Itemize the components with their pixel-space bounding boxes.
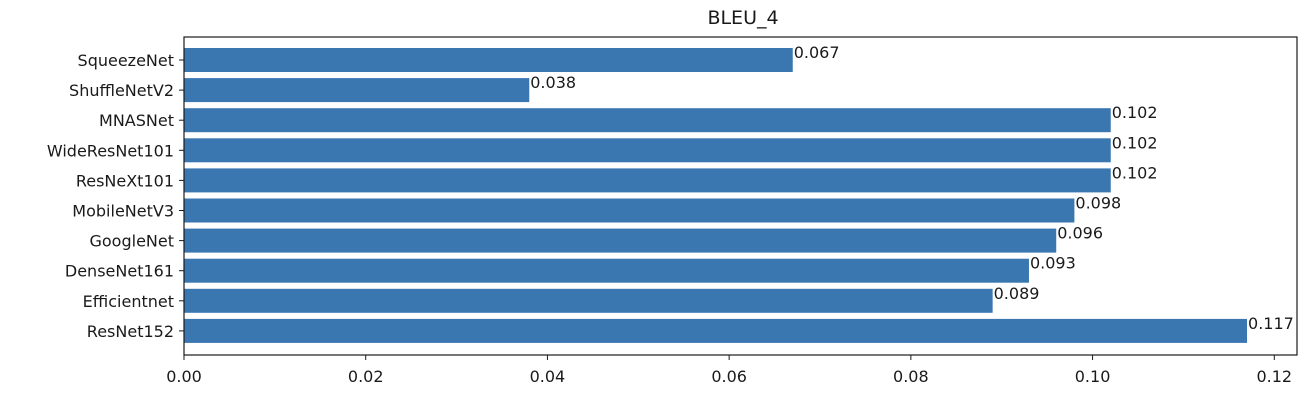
bars-group	[184, 48, 1248, 343]
y-tick-label: ResNet152	[87, 322, 174, 341]
bar-resnext101	[184, 168, 1111, 193]
bar-mobilenetv3	[184, 198, 1075, 223]
y-tick-labels: SqueezeNet ShuffleNetV2 MNASNet WideResNet1…	[47, 51, 184, 341]
y-tick-label: WideResNet101	[47, 141, 174, 160]
x-tick-label: 0.06	[711, 367, 747, 386]
bar-efficientnet	[184, 288, 993, 313]
x-tick-label: 0.00	[166, 367, 202, 386]
plot-frame	[183, 36, 1298, 356]
y-tick-label: GoogleNet	[89, 232, 174, 251]
data-label: 0.117	[1248, 314, 1294, 333]
data-label: 0.038	[530, 73, 576, 92]
y-tick-label: MNASNet	[99, 111, 174, 130]
data-labels: 0.067 0.038 0.102 0.102 0.102 0.098 0.096 0.093…	[530, 43, 1294, 333]
bar-resnet152	[184, 318, 1248, 343]
data-label: 0.102	[1112, 103, 1158, 122]
x-axis-ticks: 0.00 0.02 0.04 0.06 0.08 0.10 0.12	[166, 355, 1292, 386]
y-tick-label: DenseNet161	[65, 262, 174, 281]
y-tick-label: MobileNetV3	[72, 202, 174, 221]
y-tick-label: ResNeXt101	[76, 171, 174, 190]
data-label: 0.096	[1057, 224, 1103, 243]
bar-mnasnet	[184, 108, 1111, 133]
y-tick-label: SqueezeNet	[78, 51, 174, 70]
y-tick-label: ShuffleNetV2	[69, 81, 174, 100]
x-tick-label: 0.08	[893, 367, 929, 386]
x-tick-label: 0.10	[1075, 367, 1111, 386]
data-label: 0.089	[994, 284, 1040, 303]
x-tick-label: 0.04	[530, 367, 566, 386]
chart-title: BLEU_4	[707, 7, 778, 29]
bar-wideresnet101	[184, 138, 1111, 163]
data-label: 0.093	[1030, 254, 1076, 273]
bar-googlenet	[184, 228, 1057, 253]
data-label: 0.067	[794, 43, 840, 62]
bar-shufflenetv2	[184, 78, 530, 103]
data-label: 0.102	[1112, 163, 1158, 182]
x-tick-label: 0.02	[348, 367, 384, 386]
data-label: 0.098	[1075, 194, 1121, 213]
bar-densenet161	[184, 258, 1029, 283]
x-tick-label: 0.12	[1256, 367, 1292, 386]
y-tick-label: Efficientnet	[83, 292, 174, 311]
bar-squeezenet	[184, 48, 793, 72]
data-label: 0.102	[1112, 133, 1158, 152]
